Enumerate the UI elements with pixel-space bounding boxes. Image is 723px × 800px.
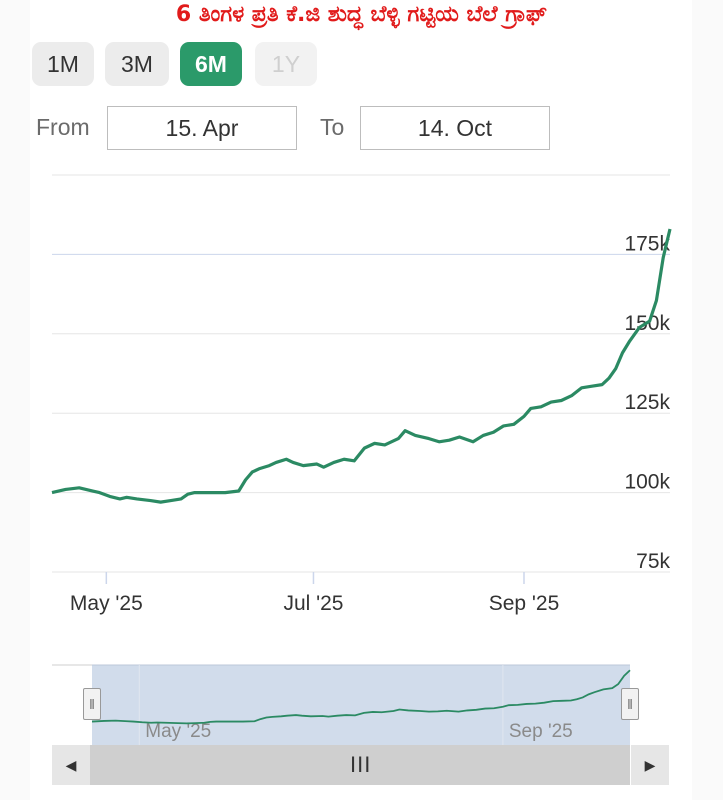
x-tick-label: Sep '25 <box>489 592 560 615</box>
to-date-input[interactable]: 14. Oct <box>360 106 550 150</box>
scroll-right-button[interactable]: ▶ <box>631 745 669 785</box>
y-tick-label: 125k <box>624 391 670 414</box>
scroll-left-button[interactable]: ◀ <box>52 745 90 785</box>
navigator-selection <box>92 665 630 745</box>
y-tick-label: 100k <box>624 471 670 494</box>
navigator-x-label: Sep '25 <box>509 721 573 742</box>
from-label: From <box>36 114 90 140</box>
page-title: 6 ತಿಂಗಳ ಪ್ರತಿ ಕೆ.ಜಿ ಶುದ್ಧ ಬೆಳ್ಳಿ ಗಟ್ಟಿಯ … <box>175 2 548 27</box>
scrollbar-grip[interactable]: III <box>350 752 372 777</box>
y-tick-label: 175k <box>624 232 670 255</box>
range-3m-button[interactable]: 3M <box>105 42 169 86</box>
navigator-x-label: May '25 <box>145 721 211 742</box>
scrollbar-track[interactable] <box>90 745 630 785</box>
range-1m-button[interactable]: 1M <box>32 42 94 86</box>
x-tick-label: May '25 <box>70 592 143 615</box>
to-label: To <box>320 114 345 140</box>
price-series-line <box>51 228 672 504</box>
navigator-left-handle[interactable]: ‖ <box>83 688 101 720</box>
navigator-right-handle[interactable]: ‖ <box>621 688 639 720</box>
from-date-input[interactable]: 15. Apr <box>107 106 297 150</box>
range-1y-button[interactable]: 1Y <box>255 42 317 86</box>
range-6m-button[interactable]: 6M <box>180 42 242 86</box>
x-tick-label: Jul '25 <box>283 592 343 615</box>
navigator-series-line <box>91 669 631 725</box>
y-tick-label: 75k <box>636 550 670 573</box>
